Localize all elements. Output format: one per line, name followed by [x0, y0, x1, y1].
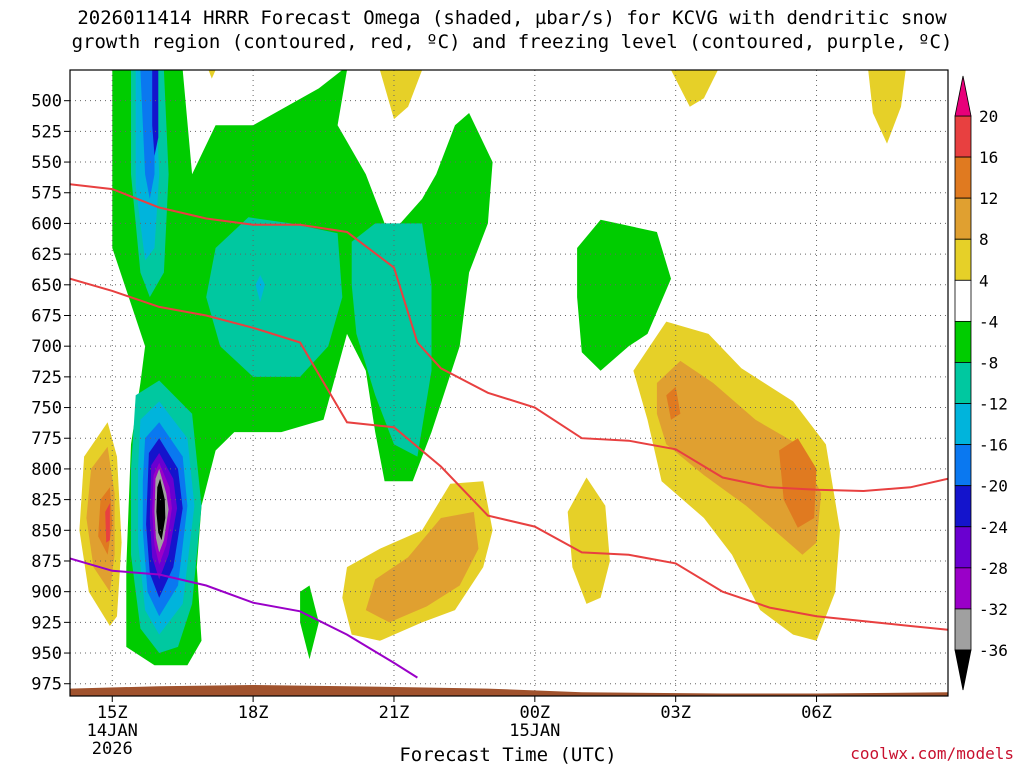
y-tick-label: 500 [31, 92, 62, 112]
colorbar-label: -24 [979, 518, 1008, 537]
colorbar-label: -4 [979, 312, 998, 331]
omega-region-27 [779, 438, 817, 528]
omega-region-2 [206, 217, 343, 377]
omega-region-31 [671, 70, 718, 107]
x-tick-sublabel: 15JAN [509, 721, 560, 741]
omega-region-28 [666, 386, 681, 420]
colorbar-segment [954, 526, 972, 569]
colorbar-label: -32 [979, 600, 1008, 619]
x-tick-label: 18Z [238, 703, 269, 723]
title-line-2: growth region (contoured, red, ºC) and f… [71, 31, 953, 53]
x-tick-label: 06Z [801, 703, 832, 723]
y-tick-label: 900 [31, 583, 62, 603]
ground-band [70, 685, 948, 696]
y-tick-label: 750 [31, 399, 62, 419]
colorbar-label: -28 [979, 559, 1008, 578]
omega-region-6 [152, 70, 159, 156]
x-tick-label: 03Z [660, 703, 691, 723]
omega-region-15 [156, 478, 166, 541]
y-tick-label: 825 [31, 491, 62, 511]
y-tick-label: 575 [31, 184, 62, 204]
colorbar-bottom-triangle [954, 649, 972, 691]
omega-region-32 [868, 70, 906, 144]
omega-region-26 [656, 360, 822, 555]
colorbar-segment [954, 238, 972, 281]
credit-text: coolwx.com/models [850, 744, 1014, 763]
y-tick-label: 600 [31, 214, 62, 234]
x-tick-label: 15Z [97, 703, 128, 723]
y-tick-label: 975 [31, 675, 62, 695]
colorbar-segment [954, 320, 972, 363]
colorbar-segment [954, 485, 972, 528]
omega-region-16 [300, 585, 319, 660]
chart-title: 2026011414 HRRR Forecast Omega (shaded, … [0, 6, 1024, 54]
colorbar-label: -20 [979, 477, 1008, 496]
y-tick-label: 650 [31, 276, 62, 296]
colorbar-segment [954, 279, 972, 322]
y-tick-label: 550 [31, 153, 62, 173]
colorbar-segment [954, 362, 972, 404]
colorbar-segment [954, 403, 972, 446]
x-tick-sublabel: 14JAN [87, 721, 138, 741]
colorbar-label: -12 [979, 395, 1008, 414]
colorbar: 20 16 12 8 4 -4 -8 -12 -16 -20 -24 -28 -32 -36 [954, 75, 1008, 691]
y-tick-label: 675 [31, 306, 62, 326]
y-tick-label: 950 [31, 644, 62, 664]
colorbar-label: 20 [979, 107, 998, 126]
omega-region-23 [365, 511, 479, 623]
x-tick-label: 00Z [519, 703, 550, 723]
colorbar-label: 16 [979, 148, 998, 167]
y-tick-label: 700 [31, 337, 62, 357]
ground-terrain [70, 685, 948, 696]
omega-region-17 [577, 219, 671, 371]
title-line-1: 2026011414 HRRR Forecast Omega (shaded, … [77, 7, 947, 29]
omega-region-24 [567, 477, 610, 604]
omega-region-3 [351, 223, 432, 457]
omega-region-5 [140, 70, 155, 199]
omega-region-30 [379, 70, 423, 120]
plot-frame [69, 69, 949, 697]
colorbar-label: -16 [979, 436, 1008, 455]
y-tick-label: 925 [31, 613, 62, 633]
colorbar-label: -8 [979, 353, 998, 372]
colorbar-segment [954, 156, 972, 199]
x-tick-sublabel: 2026 [92, 739, 133, 759]
colorbar-label: 4 [979, 271, 989, 290]
y-tick-label: 800 [31, 460, 62, 480]
y-tick-label: 850 [31, 521, 62, 541]
y-tick-label: 775 [31, 429, 62, 449]
omega-region-29 [208, 70, 216, 79]
omega-region-21 [105, 503, 110, 543]
colorbar-top-triangle [954, 75, 972, 117]
dgz-upper-contour [70, 183, 948, 493]
colorbar-segment [954, 197, 972, 240]
colorbar-segment [954, 115, 972, 158]
x-tick-label: 21Z [379, 703, 410, 723]
x-axis-label: Forecast Time (UTC) [399, 744, 617, 766]
omega-region-7 [255, 275, 265, 302]
y-tick-label: 525 [31, 122, 62, 142]
colorbar-segment [954, 608, 972, 651]
y-tick-label: 725 [31, 368, 62, 388]
y-tick-label: 625 [31, 245, 62, 265]
contours [70, 183, 948, 679]
plot-area [70, 70, 948, 696]
colorbar-segment [954, 567, 972, 610]
colorbar-segment [954, 444, 972, 487]
colorbar-label: 8 [979, 230, 989, 249]
y-axis: 500 525 550 575 600 625 650 675 700 725 750 775 800 8… [31, 92, 70, 695]
dgz-lower-contour [70, 277, 948, 631]
omega-shading [79, 70, 906, 666]
colorbar-label: 12 [979, 189, 998, 208]
y-tick-label: 875 [31, 552, 62, 572]
colorbar-label: -36 [979, 641, 1008, 660]
freezing-level-contour [70, 557, 418, 679]
